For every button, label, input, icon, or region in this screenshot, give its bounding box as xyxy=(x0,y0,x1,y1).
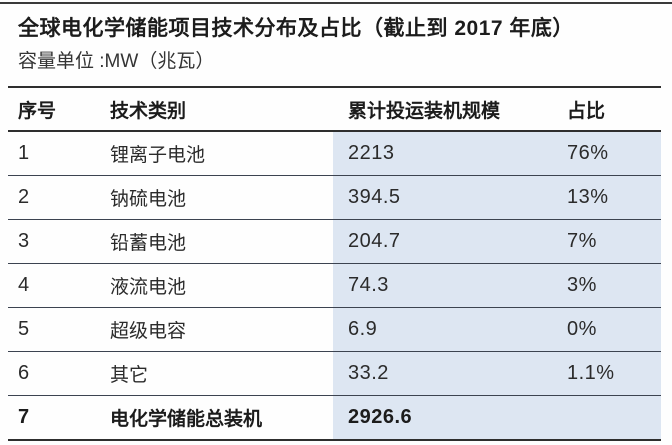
capacity-cell: 204.7 xyxy=(333,220,567,263)
category-cell: 其它 xyxy=(110,365,149,386)
share-cell: 1.1% xyxy=(567,352,661,395)
storage-tech-table: 序号 技术类别 累计投运装机规模 占比 1 锂离子电池 2213 76% 2 钠… xyxy=(8,86,661,441)
table-row: 2 钠硫电池 394.5 13% xyxy=(8,176,661,220)
table-row: 5 超级电容 6.9 0% xyxy=(8,308,661,352)
row-number-cell: 7 xyxy=(18,406,30,428)
share-cell: 0% xyxy=(567,308,661,351)
row-number-cell: 1 xyxy=(18,142,30,164)
top-border-line xyxy=(0,2,672,4)
capacity-cell: 74.3 xyxy=(333,264,567,307)
share-cell: 3% xyxy=(567,264,661,307)
category-cell: 液流电池 xyxy=(110,277,187,298)
category-cell: 钠硫电池 xyxy=(110,189,187,210)
share-cell: 7% xyxy=(567,220,661,263)
share-cell: 13% xyxy=(567,176,661,219)
page-title: 全球电化学储能项目技术分布及占比（截止到 2017 年底） xyxy=(18,17,574,40)
share-cell: 76% xyxy=(567,132,661,175)
header-share: 占比 xyxy=(567,100,606,122)
category-cell: 超级电容 xyxy=(110,321,187,342)
row-number-cell: 3 xyxy=(18,230,30,252)
table-row: 3 铅蓄电池 204.7 7% xyxy=(8,220,661,264)
table-header-row: 序号 技术类别 累计投运装机规模 占比 xyxy=(8,88,661,132)
table-row: 6 其它 33.2 1.1% xyxy=(8,352,661,396)
row-number-cell: 6 xyxy=(18,362,30,384)
category-cell: 电化学储能总装机 xyxy=(110,409,263,430)
row-number-cell: 2 xyxy=(18,186,30,208)
share-cell xyxy=(567,396,661,439)
row-number-cell: 5 xyxy=(18,318,30,340)
unit-subtitle: 容量单位 :MW（兆瓦） xyxy=(18,51,215,72)
table-total-row: 7 电化学储能总装机 2926.6 xyxy=(8,396,661,441)
row-number-cell: 4 xyxy=(18,274,30,296)
category-cell: 锂离子电池 xyxy=(110,145,206,166)
capacity-cell: 6.9 xyxy=(333,308,567,351)
category-cell: 铅蓄电池 xyxy=(110,233,187,254)
capacity-cell: 394.5 xyxy=(333,176,567,219)
capacity-cell: 2213 xyxy=(333,132,567,175)
header-no: 序号 xyxy=(18,100,57,122)
header-category: 技术类别 xyxy=(110,100,187,122)
capacity-cell: 2926.6 xyxy=(333,396,567,439)
table-row: 4 液流电池 74.3 3% xyxy=(8,264,661,308)
table-row: 1 锂离子电池 2213 76% xyxy=(8,132,661,176)
header-capacity: 累计投运装机规模 xyxy=(348,100,501,122)
capacity-cell: 33.2 xyxy=(333,352,567,395)
